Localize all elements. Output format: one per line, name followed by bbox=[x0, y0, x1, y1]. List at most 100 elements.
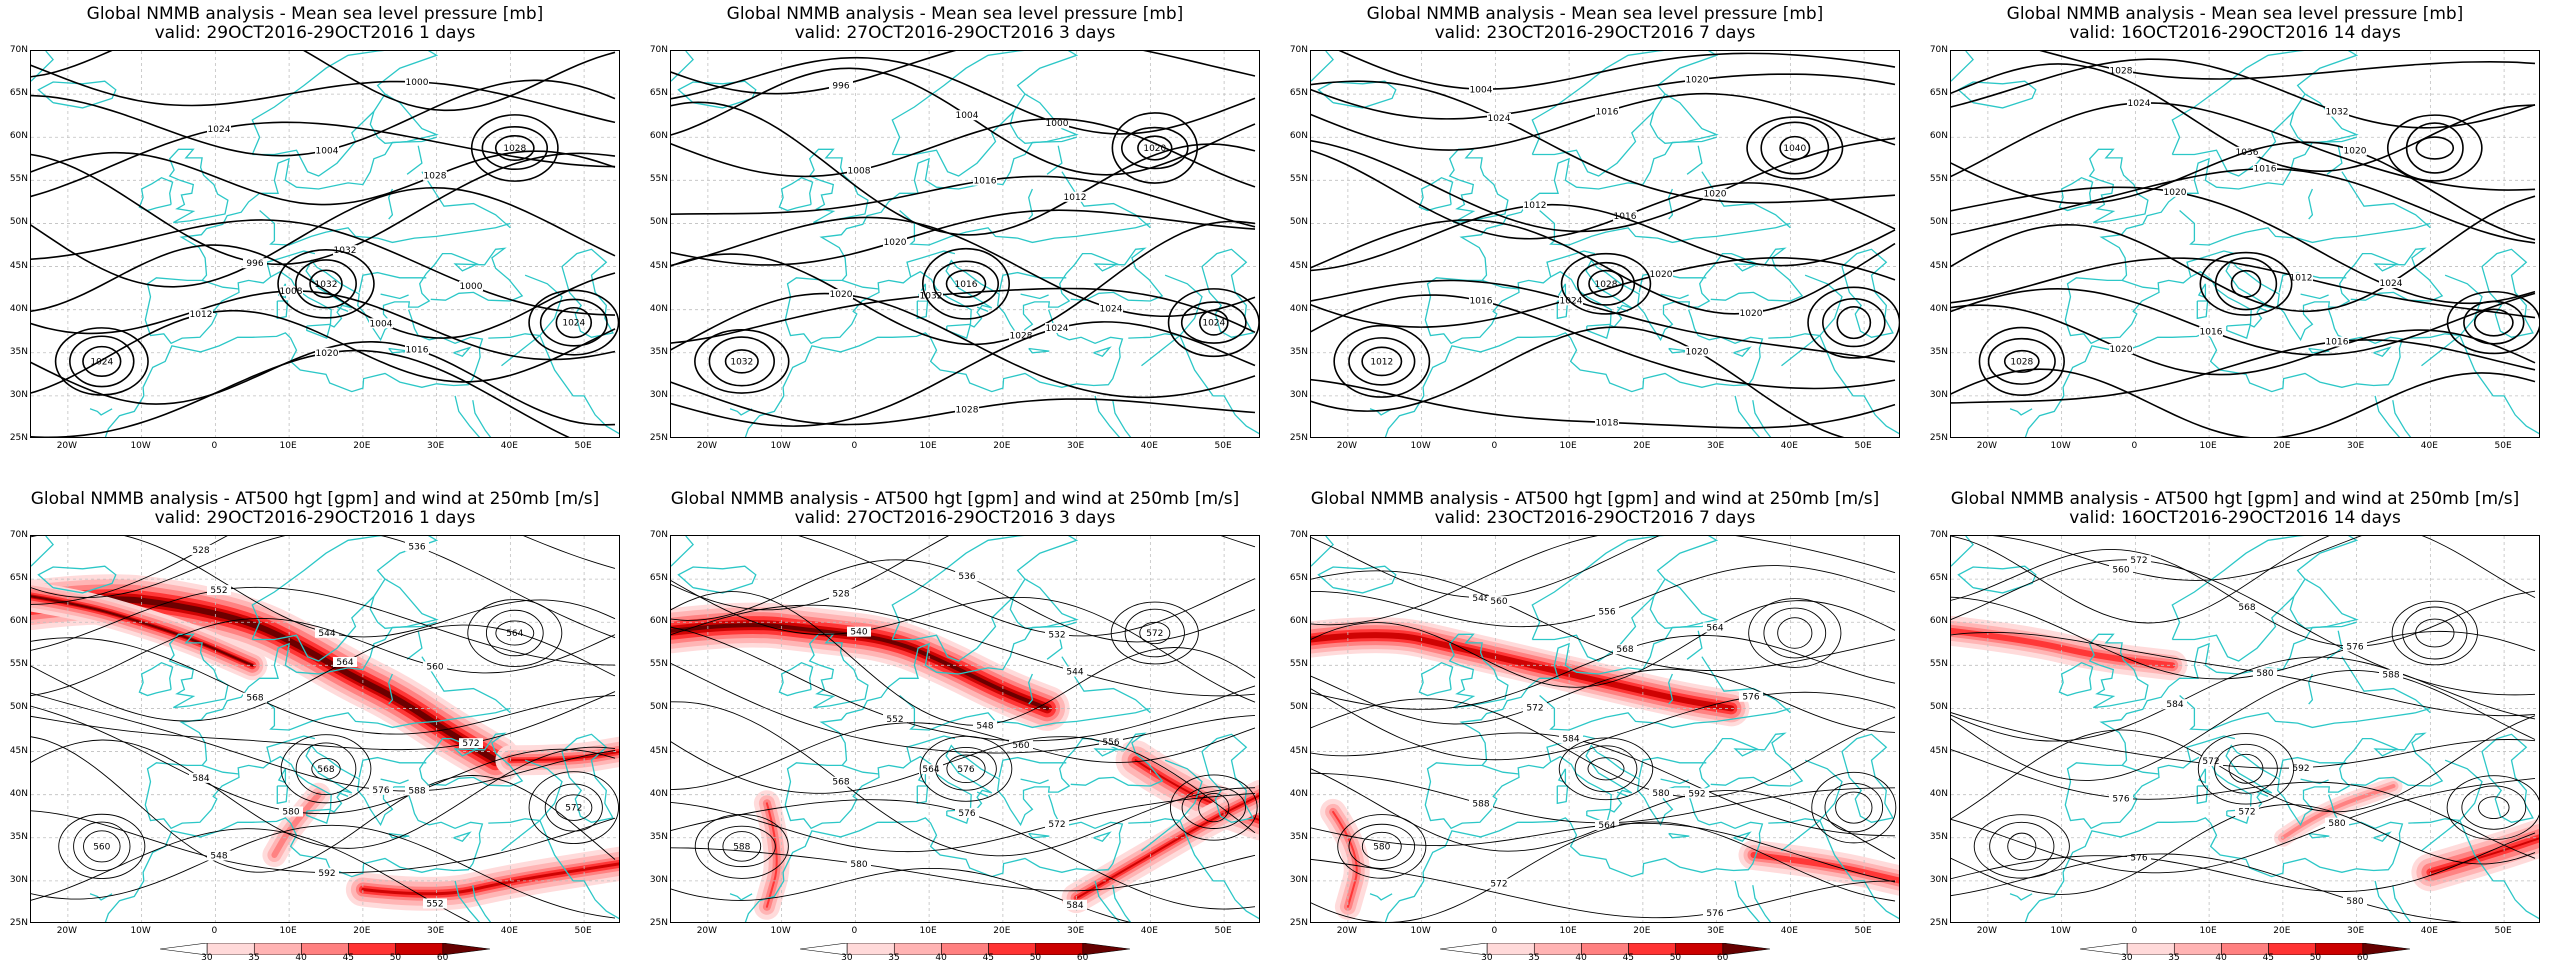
closed-isoline bbox=[945, 269, 987, 299]
closed-isoline bbox=[2446, 775, 2539, 840]
coastline bbox=[2171, 51, 2359, 177]
isoline-label: 1020 bbox=[2110, 345, 2133, 355]
lat-tick-label: 60N bbox=[649, 131, 668, 142]
label-halo bbox=[1649, 269, 1673, 280]
colorbar-label: 60 bbox=[436, 953, 449, 963]
isoline-label: 584 bbox=[192, 774, 209, 784]
panel-valid: valid: 29OCT2016-29OCT2016 1 days bbox=[154, 23, 476, 43]
panel-title: Global NMMB analysis - AT500 hgt [gpm] a… bbox=[30, 489, 600, 509]
map-area: 528 532 536 540 544 548 552 556 560 564 568 572 576 5… bbox=[670, 535, 1260, 923]
closed-isoline bbox=[1110, 601, 1199, 665]
label-halo bbox=[847, 858, 871, 869]
closed-isoline bbox=[1361, 831, 1402, 861]
coastline bbox=[744, 309, 1124, 437]
label-halo bbox=[207, 585, 231, 596]
closed-isoline bbox=[555, 306, 593, 339]
lon-tick-label: 10E bbox=[279, 441, 297, 451]
isoline-label: 536 bbox=[958, 572, 975, 582]
closed-isoline bbox=[2446, 290, 2539, 355]
label-halo bbox=[2253, 163, 2277, 174]
isoline-label: 552 bbox=[210, 586, 227, 596]
isoline-label: 556 bbox=[1102, 738, 1119, 748]
map-graphics: 996 1000 1004 1008 1012 1016 1020 1024 1028 1032 1… bbox=[671, 51, 1259, 437]
isoline bbox=[1951, 168, 2536, 244]
isoline-label: 1020 bbox=[2344, 147, 2367, 157]
label-halo bbox=[1685, 74, 1709, 85]
lat-tick-label: 50N bbox=[1289, 702, 1308, 713]
isoline bbox=[31, 186, 616, 288]
lat-tick-label: 25N bbox=[1289, 433, 1308, 443]
isoline bbox=[1951, 304, 2536, 376]
isoline bbox=[31, 349, 570, 437]
label-halo bbox=[2379, 278, 2403, 289]
wind-band bbox=[1951, 627, 2176, 669]
isoline-label: 1028 bbox=[1595, 280, 1618, 290]
wind-shading bbox=[1311, 617, 1899, 920]
isoline-label: 1024 bbox=[1100, 304, 1123, 314]
coastline bbox=[37, 80, 117, 109]
isoline bbox=[671, 591, 1256, 726]
closed-isoline bbox=[1139, 621, 1171, 645]
lat-tick-label: 30N bbox=[9, 389, 28, 400]
isoline bbox=[1311, 768, 1896, 860]
isoline bbox=[1951, 749, 2536, 859]
colorbar-label: 30 bbox=[841, 953, 853, 963]
closed-isoline bbox=[1777, 617, 1813, 649]
coastline bbox=[1112, 885, 1132, 922]
isoline bbox=[671, 792, 1256, 853]
isoline-label: 560 bbox=[2112, 565, 2129, 575]
isoline-label: 996 bbox=[246, 259, 263, 269]
colorbar-swatch bbox=[206, 942, 255, 956]
coastline bbox=[2226, 323, 2252, 339]
coastline bbox=[1768, 274, 1843, 339]
isoline-label: 576 bbox=[957, 765, 974, 775]
lon-tick-label: 0 bbox=[1491, 926, 1498, 936]
label-halo bbox=[955, 404, 979, 415]
label-halo bbox=[1009, 739, 1033, 750]
coastline bbox=[677, 565, 757, 594]
isoline bbox=[31, 586, 616, 666]
coastline bbox=[336, 791, 349, 798]
label-halo bbox=[1099, 303, 1123, 314]
isoline-label: 1024 bbox=[1046, 324, 1069, 334]
coastline bbox=[2196, 300, 2209, 320]
lon-tick-label: 30E bbox=[1067, 926, 1085, 936]
closed-isoline bbox=[724, 349, 759, 374]
colorbar-swatch bbox=[1581, 942, 1629, 956]
coastline bbox=[358, 756, 427, 778]
isoline-label: 560 bbox=[1490, 597, 1507, 607]
coastline bbox=[388, 673, 394, 705]
label-halo bbox=[1469, 84, 1493, 95]
label-halo bbox=[2163, 699, 2187, 710]
label-halo bbox=[423, 661, 447, 672]
isoline-label: 572 bbox=[2130, 556, 2147, 566]
coastline bbox=[808, 148, 869, 224]
coastline bbox=[259, 210, 511, 246]
lon-tick-label: 10E bbox=[919, 926, 937, 936]
lat-tick-label: 60N bbox=[1929, 131, 1948, 142]
label-halo bbox=[1685, 788, 1709, 799]
colorbar-swatch bbox=[301, 942, 349, 956]
coastline bbox=[276, 785, 289, 805]
closed-isoline bbox=[2230, 269, 2262, 298]
label-halo bbox=[1469, 592, 1493, 603]
isoline-label: 1020 bbox=[1686, 347, 1709, 357]
label-halo bbox=[2127, 852, 2151, 863]
colorbar-arrow bbox=[442, 942, 491, 956]
label-halo bbox=[369, 318, 393, 329]
coastline bbox=[2121, 764, 2160, 775]
coastline bbox=[1093, 831, 1112, 842]
isoline-label: 592 bbox=[318, 869, 335, 879]
isoline bbox=[1951, 715, 2536, 820]
label-halo bbox=[883, 713, 907, 724]
closed-isoline bbox=[467, 599, 563, 667]
isoline-label: 1028 bbox=[424, 172, 447, 182]
label-halo bbox=[955, 571, 979, 582]
label-halo bbox=[955, 110, 979, 121]
label-halo bbox=[2325, 817, 2349, 828]
closed-isoline bbox=[1181, 786, 1246, 829]
coastline bbox=[1028, 832, 1050, 839]
coastline bbox=[2024, 309, 2404, 437]
closed-isoline bbox=[1978, 326, 2065, 397]
lon-tick-label: 0 bbox=[2131, 926, 2138, 936]
